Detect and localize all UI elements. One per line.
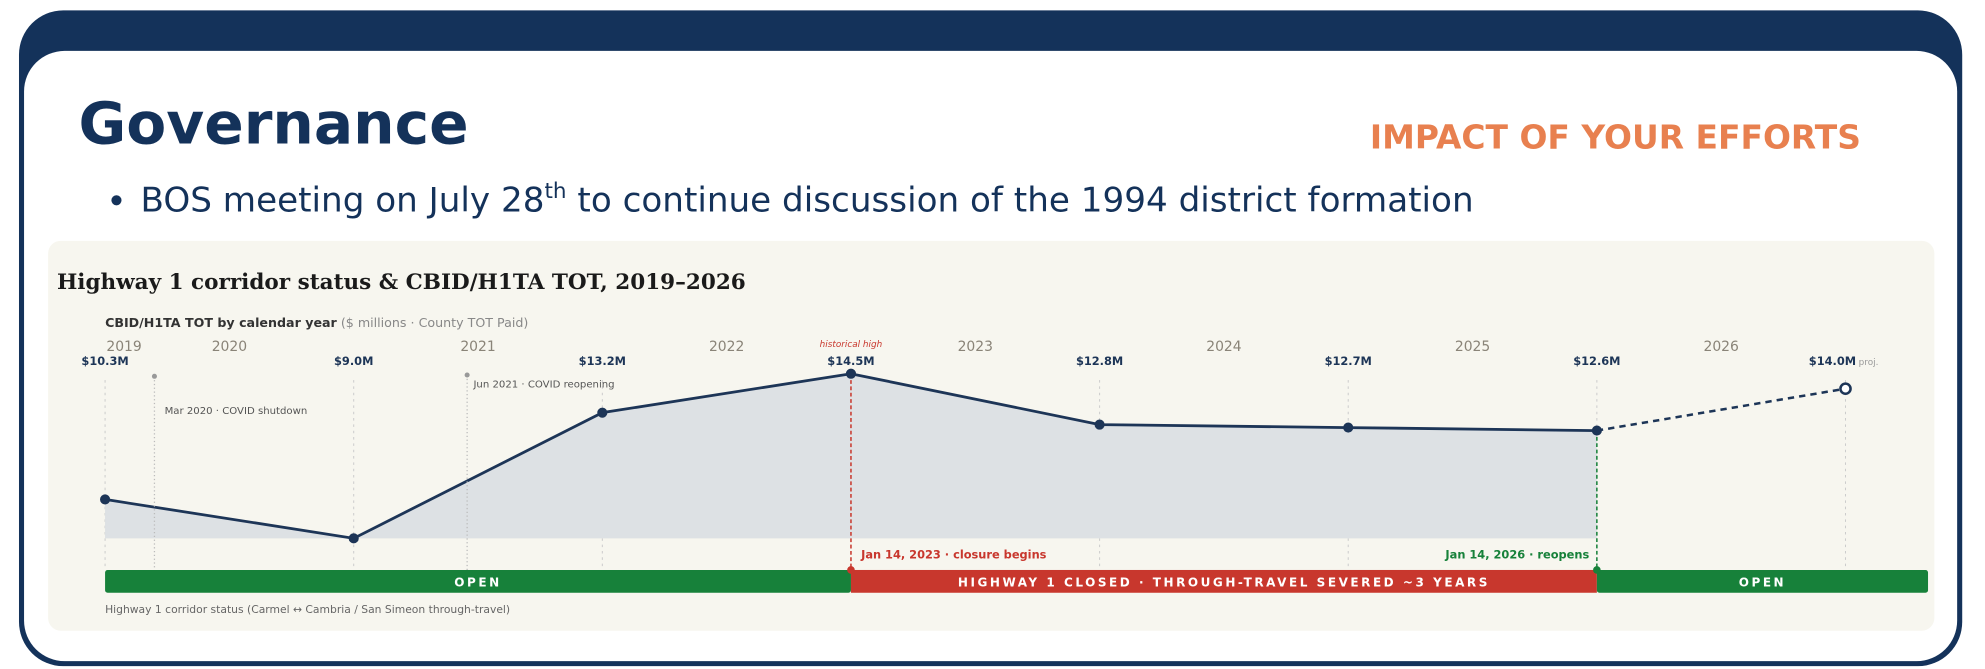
bullet-text: to continue discussion of the 1994 distr… (567, 181, 1474, 221)
status-label: OPEN (1739, 575, 1786, 589)
tagline: IMPACT OF YOUR EFFORTS (1370, 117, 1861, 156)
data-label: $14.5M (827, 354, 874, 368)
data-label-text: $12.8M (1076, 354, 1123, 368)
event-dot (464, 372, 470, 378)
subtitle-main: CBID/H1TA TOT by calendar year (105, 315, 337, 330)
point (100, 494, 111, 505)
status-label: HIGHWAY 1 CLOSED · THROUGH-TRAVEL SEVERE… (958, 575, 1490, 589)
subtitle-note: ($ millions · County TOT Paid) (341, 315, 528, 330)
slide-title: Governance (78, 89, 468, 157)
point (348, 533, 359, 544)
x-tick-label: 2026 (1703, 339, 1738, 355)
bullet-dot (111, 195, 122, 206)
plot: 2019 2020 2021 2022 2023 2024 2025 2026 Mar 2020… (81, 339, 1929, 616)
data-label-text: $12.7M (1325, 354, 1372, 368)
point (1094, 419, 1105, 430)
data-label-text: $12.6M (1573, 354, 1620, 368)
annotation: historical high (820, 340, 883, 350)
x-tick-label: 2023 (958, 339, 993, 355)
point (597, 407, 608, 418)
status-segment (850, 569, 1597, 593)
data-label: $12.7M (1325, 354, 1372, 368)
x-tick-label: 2020 (212, 339, 247, 355)
status-caption: Highway 1 corridor status (Carmel ↔ Camb… (105, 603, 510, 616)
bullet-sup: th (544, 179, 566, 204)
chart-title: Highway 1 corridor status & CBID/H1TA TO… (57, 270, 746, 295)
chart-subtitle: CBID/H1TA TOT by calendar year ($ millio… (105, 315, 528, 330)
x-tick-label: 2025 (1455, 339, 1490, 355)
bullet: BOS meeting on July 28th to continue dis… (141, 179, 1474, 221)
event-label: Jun 2021 · COVID reopening (472, 380, 614, 391)
proj-label: proj. (1859, 358, 1879, 368)
data-label: $14.0M proj. (1809, 354, 1879, 368)
point (1343, 422, 1354, 433)
closure-dot (847, 566, 855, 574)
projected-line (1596, 387, 1846, 432)
annotation: Jan 14, 2026 · reopens (1444, 548, 1589, 562)
data-label-text: $10.3M (81, 354, 128, 368)
event-label: Mar 2020 · COVID shutdown (165, 406, 308, 417)
status-segment (1596, 569, 1929, 593)
annotation: Jan 14, 2023 · closure begins (860, 548, 1047, 562)
point (1591, 425, 1602, 436)
x-tick-label: 2022 (709, 339, 744, 355)
data-label: $12.6M (1573, 354, 1620, 368)
data-label-text: $9.0M (334, 354, 373, 368)
status-label: OPEN (454, 575, 501, 589)
x-tick-label: 2019 (106, 339, 141, 355)
data-label-text: $14.0M (1809, 354, 1856, 368)
data-label-text: $14.5M (827, 354, 874, 368)
data-label: $10.3M (81, 354, 128, 368)
x-tick-label: 2024 (1206, 339, 1242, 355)
data-label: $13.2M (579, 354, 626, 368)
point (845, 368, 857, 379)
data-label-text: $13.2M (579, 354, 626, 368)
data-label: $12.8M (1076, 354, 1123, 368)
reopen-dot (1593, 566, 1601, 574)
data-label: $9.0M (334, 354, 373, 368)
status-segment (105, 569, 851, 593)
point (1839, 382, 1852, 396)
x-tick-label: 2021 (460, 339, 495, 355)
event-dot (151, 373, 157, 379)
bullet-text: BOS meeting on July 28 (141, 181, 545, 221)
